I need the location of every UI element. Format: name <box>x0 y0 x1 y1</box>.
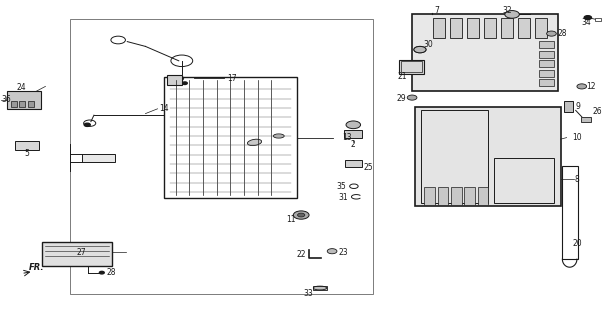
Bar <box>595 18 601 21</box>
Circle shape <box>99 271 104 274</box>
Bar <box>438 187 448 205</box>
Bar <box>15 141 39 150</box>
Bar <box>539 51 554 58</box>
Bar <box>421 110 488 203</box>
Text: 24: 24 <box>16 83 26 92</box>
Circle shape <box>172 82 177 84</box>
Text: 32: 32 <box>502 6 512 15</box>
Text: 28: 28 <box>106 268 116 277</box>
Circle shape <box>346 121 361 129</box>
Text: 20: 20 <box>573 239 582 248</box>
Bar <box>399 60 424 74</box>
Bar <box>412 14 558 91</box>
Bar <box>345 160 362 167</box>
Circle shape <box>547 31 556 36</box>
Bar <box>70 19 373 294</box>
Bar <box>401 61 422 72</box>
Text: 5: 5 <box>25 149 30 158</box>
Text: 13: 13 <box>342 133 352 142</box>
Text: 33: 33 <box>303 289 313 298</box>
Bar <box>450 18 462 38</box>
Bar <box>82 154 115 162</box>
Bar <box>7 91 41 109</box>
Circle shape <box>84 123 90 126</box>
Text: 8: 8 <box>574 175 579 184</box>
Bar <box>433 18 445 38</box>
Circle shape <box>577 84 587 89</box>
Bar <box>539 70 554 77</box>
Text: 35: 35 <box>337 182 347 191</box>
Text: 28: 28 <box>558 29 567 38</box>
Bar <box>467 18 479 38</box>
Circle shape <box>414 46 426 53</box>
Text: 29: 29 <box>396 94 406 103</box>
Text: 27: 27 <box>77 248 87 257</box>
Bar <box>415 107 561 206</box>
Text: 31: 31 <box>339 193 348 202</box>
Text: 17: 17 <box>227 74 237 83</box>
Bar <box>28 101 34 107</box>
Text: 7: 7 <box>434 6 439 15</box>
Text: 10: 10 <box>573 133 582 142</box>
Bar <box>581 117 591 122</box>
Text: 34: 34 <box>582 18 591 27</box>
Bar <box>464 187 475 205</box>
Text: FR.: FR. <box>28 263 44 272</box>
Bar <box>518 18 530 38</box>
Text: 26: 26 <box>593 107 602 116</box>
Text: 36: 36 <box>1 95 11 104</box>
Bar <box>167 75 182 85</box>
Bar <box>344 130 362 138</box>
Text: 30: 30 <box>423 40 433 49</box>
Bar <box>484 18 496 38</box>
Bar <box>11 101 17 107</box>
Ellipse shape <box>273 134 284 138</box>
Bar <box>42 242 112 266</box>
Bar <box>164 77 297 198</box>
Text: 2: 2 <box>350 140 355 149</box>
Circle shape <box>327 249 337 254</box>
Bar <box>19 101 25 107</box>
Text: 22: 22 <box>296 250 306 259</box>
Bar <box>451 187 462 205</box>
Bar <box>535 18 547 38</box>
Bar <box>501 18 513 38</box>
Circle shape <box>298 213 305 217</box>
Circle shape <box>293 211 309 219</box>
Text: 21: 21 <box>397 72 407 81</box>
Circle shape <box>584 16 591 20</box>
Bar <box>564 101 573 112</box>
Bar <box>478 187 488 205</box>
Bar <box>494 158 554 203</box>
Bar <box>539 79 554 86</box>
Bar <box>539 60 554 67</box>
Text: 9: 9 <box>576 102 581 111</box>
Bar <box>313 286 327 290</box>
Bar <box>562 166 578 259</box>
Text: 12: 12 <box>587 82 596 91</box>
Text: 25: 25 <box>364 163 373 172</box>
Circle shape <box>182 82 187 84</box>
Text: 11: 11 <box>286 215 296 224</box>
Text: 23: 23 <box>338 248 348 257</box>
Bar <box>424 187 435 205</box>
Circle shape <box>407 95 417 100</box>
Circle shape <box>505 11 519 18</box>
Text: 14: 14 <box>159 104 168 113</box>
Ellipse shape <box>247 139 262 146</box>
Bar <box>539 41 554 48</box>
